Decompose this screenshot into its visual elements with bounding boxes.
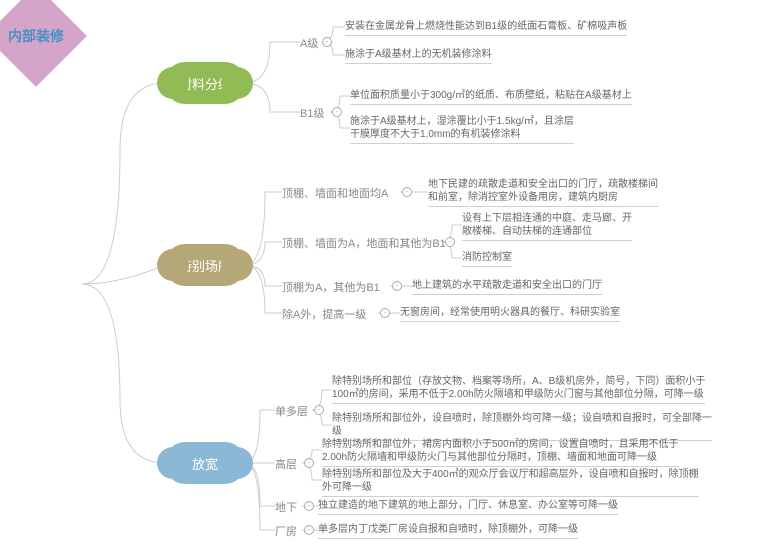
root-label: 内部装修 (8, 26, 64, 46)
leaf: 独立建造的地下建筑的地上部分，门厅、休息室、办公室等可降一级 (318, 499, 618, 515)
label-b1[interactable]: B1级 (300, 105, 324, 121)
leaf: 除特别场所和部位外，设自喷时，除顶棚外均可降一级；设自喷和自报时，可全部降一 级 (332, 412, 712, 441)
leaf: 除特别场所和部位（存放文物、档案等场所，A、B级机房外，简号，下同）面积小于 1… (332, 375, 705, 404)
toggle[interactable]: - (380, 308, 390, 318)
leaf: 设有上下层相连通的中庭、走马廊、开 敞楼梯、自动扶梯的连通部位 (462, 212, 632, 241)
label[interactable]: 厂房 (275, 523, 297, 539)
label[interactable]: 地下 (275, 499, 297, 515)
branch-materials[interactable]: 材料分级 (165, 62, 245, 104)
leaf: 施涂于A级基材上，湿涂覆比小于1.5kg/㎡，且涂层 干膜厚度不大于1.0mm的… (350, 115, 574, 144)
leaf: 地上建筑的水平疏散走道和安全出口的门厅 (412, 279, 602, 295)
label[interactable]: 除A外，提高一级 (282, 306, 366, 322)
toggle[interactable]: - (445, 237, 455, 247)
leaf: 消防控制室 (462, 251, 512, 267)
toggle[interactable]: - (392, 281, 402, 291)
toggle[interactable]: - (304, 501, 314, 511)
toggle[interactable]: - (304, 458, 314, 468)
leaf: 地下民建的疏散走道和安全出口的门厅，疏散楼梯间 和前室，除消控室外设备用房，建筑… (428, 178, 658, 207)
label[interactable]: 单多层 (275, 403, 308, 419)
leaf: 除特别场所和部位外，裙房内面积小于500㎡的房间，设置自喷时，且采用不低于 2.… (322, 438, 679, 467)
leaf: 安装在金属龙骨上燃烧性能达到B1级的纸面石膏板、矿棉吸声板 (345, 20, 627, 36)
leaf: 无窗房间，经常使用明火器具的餐厅、科研实验室 (400, 306, 620, 322)
root-node[interactable]: 内部装修 (0, 0, 87, 87)
leaf: 施涂于A级基材上的无机装修涂料 (345, 48, 492, 64)
label[interactable]: 顶棚、墙面和地面均A (282, 185, 388, 201)
label[interactable]: 顶棚为A，其他为B1 (282, 279, 380, 295)
toggle[interactable]: - (322, 37, 332, 47)
toggle[interactable]: - (332, 107, 342, 117)
toggle[interactable]: - (314, 405, 324, 415)
label-a[interactable]: A级 (300, 35, 318, 51)
toggle[interactable]: - (304, 525, 314, 535)
label[interactable]: 高层 (275, 456, 297, 472)
leaf: 单位面积质量小于300g/㎡的纸质、布质壁纸，粘贴在A级基材上 (350, 89, 632, 105)
leaf: 除特别场所和部位及大于400㎡的观众厅会议厅和超高层外，设自喷和自报时，除顶棚 … (322, 468, 699, 497)
branch-special[interactable]: 特别场所 (165, 244, 245, 286)
leaf: 单多层内丁戊类厂房设自报和自喷时，除顶棚外，可降一级 (318, 523, 578, 539)
branch-relax[interactable]: 放宽 (165, 442, 245, 484)
toggle[interactable]: - (402, 187, 412, 197)
label[interactable]: 顶棚、墙面为A，地面和其他为B1 (282, 235, 446, 251)
